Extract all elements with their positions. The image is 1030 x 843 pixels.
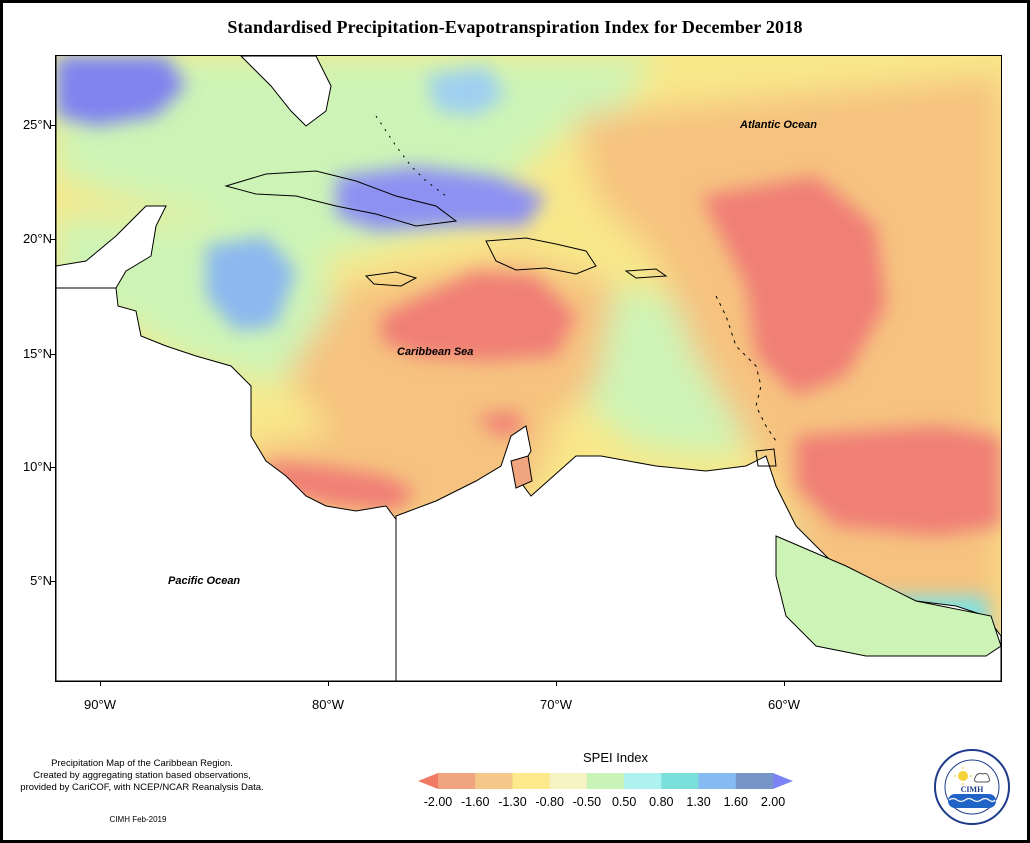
island-puerto-rico xyxy=(624,268,668,279)
label-pacific-ocean: Pacific Ocean xyxy=(168,575,241,587)
legend-value-label: 0.80 xyxy=(649,795,674,809)
land-florida xyxy=(240,56,332,127)
legend-arrow-low xyxy=(418,773,438,789)
spei-red-east xyxy=(796,426,1001,536)
lon-tick-90: 90°W xyxy=(84,697,116,712)
credit-text: Precipitation Map of the Caribbean Regio… xyxy=(8,758,276,794)
lon-tick-60: 60°W xyxy=(768,697,800,712)
credit-line-2: Created by aggregating station based obs… xyxy=(33,770,251,781)
spei-red-panama xyxy=(266,461,416,511)
legend-swatch xyxy=(735,773,774,789)
lat-tick-mark-10 xyxy=(50,467,55,468)
lon-tick-80: 80°W xyxy=(312,697,344,712)
legend-colorbar xyxy=(418,773,793,789)
lat-tick-mark-20 xyxy=(50,239,55,240)
lake-maracaibo xyxy=(510,455,533,489)
credit-line-1: Precipitation Map of the Caribbean Regio… xyxy=(51,758,233,769)
land-guianas-fill xyxy=(775,535,1001,657)
legend-swatch xyxy=(698,773,737,789)
island-hispaniola xyxy=(485,237,597,275)
spei-neutral-north xyxy=(56,56,656,256)
legend-labels: -2.00 -1.60 -1.30 -0.80 -0.50 0.50 0.80 1.30 1.6… xyxy=(420,795,800,811)
legend-value-label: 0.50 xyxy=(611,795,637,809)
spei-red-caribbean xyxy=(381,271,576,361)
spei-red-atlantic xyxy=(701,176,886,396)
credit-line-3: provided by CariCOF, with NCEP/NCAR Rean… xyxy=(20,782,264,793)
lon-tick-mark-70 xyxy=(556,681,557,686)
island-cuba xyxy=(224,170,458,227)
lat-tick-mark-5 xyxy=(50,581,55,582)
legend-swatch xyxy=(586,773,625,789)
legend-value-label: -1.60 xyxy=(460,795,490,809)
lat-tick-5: 5°N xyxy=(30,573,52,588)
legend-title: SPEI Index xyxy=(583,750,649,765)
legend-swatch xyxy=(661,773,700,789)
credit-date: CIMH Feb-2019 xyxy=(109,815,167,824)
lon-tick-mark-90 xyxy=(100,681,101,686)
legend-swatch xyxy=(475,773,513,789)
legend-arrow-high xyxy=(773,773,793,789)
land-mexico xyxy=(56,56,167,289)
cimh-logo: CIMH xyxy=(934,749,1010,825)
lon-tick-mark-80 xyxy=(328,681,329,686)
lat-tick-mark-15 xyxy=(50,354,55,355)
legend-value-label: -0.50 xyxy=(572,795,602,809)
legend-value-label: 1.30 xyxy=(686,795,711,809)
legend-value-label: -0.80 xyxy=(535,795,564,809)
label-caribbean-sea: Caribbean Sea xyxy=(397,346,474,358)
legend-value-label: 2.00 xyxy=(760,795,786,809)
lat-tick-10: 10°N xyxy=(22,459,52,474)
legend-swatch xyxy=(438,773,476,789)
legend-value-label: -1.30 xyxy=(498,795,527,809)
spei-blue-cuba xyxy=(336,166,546,231)
island-bahamas xyxy=(375,115,447,197)
spei-red-gulf xyxy=(476,411,526,436)
island-jamaica xyxy=(364,271,418,287)
spei-cyan-florida xyxy=(426,66,506,116)
legend-swatch xyxy=(624,773,662,789)
legend-swatch xyxy=(512,773,551,789)
lon-tick-70: 70°W xyxy=(540,697,572,712)
logo-text: CIMH xyxy=(961,785,984,794)
legend-value-label: -2.00 xyxy=(423,795,453,809)
lat-tick-15: 15°N xyxy=(22,346,52,361)
legend-value-label: 1.60 xyxy=(723,795,748,809)
lat-tick-25: 25°N xyxy=(22,117,52,132)
island-trinidad xyxy=(755,448,777,467)
label-atlantic-ocean: Atlantic Ocean xyxy=(740,119,818,131)
lon-tick-mark-60 xyxy=(784,681,785,686)
map-title: Standardised Precipitation-Evapotranspir… xyxy=(227,17,803,37)
lat-tick-mark-25 xyxy=(50,125,55,126)
spei-blue-yucatan xyxy=(206,236,296,331)
spei-blue-gulf xyxy=(56,56,186,126)
spei-map xyxy=(55,55,1002,682)
lat-tick-20: 20°N xyxy=(22,231,52,246)
legend-swatch xyxy=(549,773,588,789)
